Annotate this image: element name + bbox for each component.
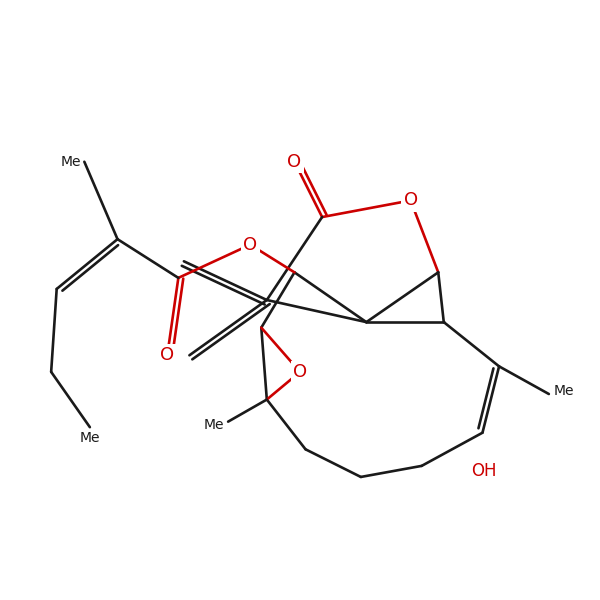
Text: O: O (287, 153, 302, 171)
Text: Me: Me (553, 383, 574, 398)
Text: O: O (243, 236, 257, 254)
Text: O: O (293, 363, 307, 381)
Text: Me: Me (203, 418, 224, 432)
Text: O: O (160, 346, 175, 364)
Text: Me: Me (61, 155, 81, 169)
Text: Me: Me (80, 431, 100, 445)
Text: OH: OH (472, 463, 497, 481)
Text: O: O (404, 191, 418, 209)
